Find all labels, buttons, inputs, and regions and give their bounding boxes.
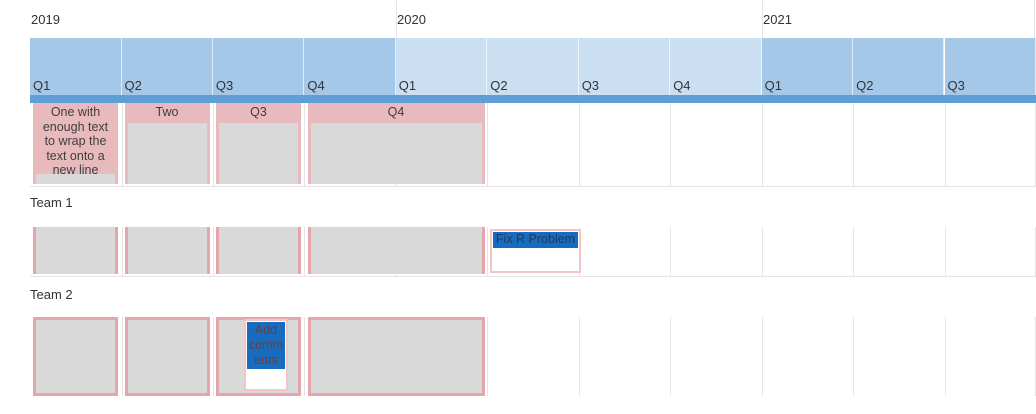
year-tick	[1034, 0, 1035, 38]
quarter-gridline	[304, 317, 306, 396]
quarter-gridline	[212, 317, 214, 396]
quarter-gridline	[578, 317, 580, 396]
quarter-gridline	[487, 103, 489, 186]
quarter-label: Q1	[398, 78, 417, 93]
quarter-cell: Q1	[761, 38, 854, 95]
task-frame-label: Q4	[387, 105, 405, 119]
quarter-gridline	[670, 227, 672, 276]
quarter-gridline	[944, 317, 946, 396]
quarter-label: Q1	[764, 78, 782, 93]
quarter-gridline	[944, 103, 946, 186]
task-frame-q3[interactable]: Q3	[216, 103, 301, 184]
year-tick	[395, 0, 397, 38]
quarter-gridline	[1034, 317, 1036, 396]
quarter-cell: Q4	[670, 38, 762, 95]
quarter-gridline	[944, 227, 946, 276]
quarter-gridline	[304, 227, 306, 276]
year-tick	[761, 0, 763, 38]
task-frame-body	[36, 174, 115, 184]
task-frame-label: One with enough text to wrap the text on…	[42, 105, 109, 177]
row-separator-line	[30, 185, 1036, 187]
task-frame-body	[310, 123, 482, 184]
quarter-cell: Q2	[121, 38, 213, 95]
task-frame-label: Two	[155, 105, 179, 119]
year-label-2021: 2021	[763, 12, 792, 27]
quarter-gridline	[853, 103, 855, 186]
task-frame-q4[interactable]: Q4	[307, 103, 485, 184]
team2-task-block[interactable]	[124, 317, 210, 396]
quarter-label: Q3	[947, 78, 965, 93]
quarter-gridline	[304, 103, 306, 186]
quarter-gridline	[121, 103, 123, 186]
quarter-gridline	[212, 103, 214, 186]
task-bar-label: Add comments	[247, 322, 285, 369]
quarter-gridline	[121, 317, 123, 396]
task-frame-two[interactable]: Two	[124, 103, 210, 184]
team1-task-block[interactable]	[33, 227, 118, 274]
quarter-cell: Q4	[304, 38, 396, 95]
quarter-label: Q3	[215, 78, 234, 93]
row-separator-line	[30, 275, 1036, 277]
quarter-cell: Q2	[487, 38, 579, 95]
quarter-label: Q1	[33, 78, 51, 93]
team1-task-block[interactable]	[124, 227, 210, 274]
quarter-label: Q4	[673, 78, 691, 93]
quarter-cell: Q3	[212, 38, 305, 95]
team2-task-block[interactable]	[33, 317, 118, 396]
quarter-gridline	[121, 227, 123, 276]
quarter-label: Q2	[856, 78, 874, 93]
team1-task-block[interactable]	[216, 227, 301, 274]
axis-strip	[30, 95, 1036, 103]
team2-task-block[interactable]	[307, 317, 485, 396]
quarter-gridline	[487, 227, 489, 276]
row-label-team-2: Team 2	[30, 287, 73, 302]
year-label-2020: 2020	[397, 12, 426, 27]
quarter-label: Q3	[581, 78, 600, 93]
task-bar-label: Fix R Problem	[493, 232, 578, 248]
quarter-gridline	[853, 227, 855, 276]
quarter-gridline	[212, 227, 214, 276]
quarter-cell: Q3	[578, 38, 671, 95]
task-frame-label: Q3	[250, 105, 267, 119]
task-card-add-comments[interactable]: Add comments	[244, 319, 288, 391]
quarter-cell: Q2	[853, 38, 945, 95]
quarter-gridline	[761, 227, 763, 276]
year-label-2019: 2019	[31, 12, 60, 27]
quarter-gridline	[1034, 227, 1036, 276]
task-frame-one[interactable]: One with enough text to wrap the text on…	[33, 103, 118, 184]
quarter-gridline	[761, 317, 763, 396]
quarter-gridline	[670, 317, 672, 396]
quarter-cell: Q1	[30, 38, 122, 95]
quarter-gridline	[1034, 103, 1036, 186]
quarter-label: Q4	[307, 78, 325, 93]
task-frame-body	[219, 123, 298, 184]
team1-task-block[interactable]	[307, 227, 485, 274]
task-frame-body	[127, 123, 207, 184]
task-card-fix-r-problem[interactable]: Fix R Problem	[490, 229, 581, 273]
quarter-gridline	[761, 103, 763, 186]
quarter-gridline	[487, 317, 489, 396]
quarter-label: Q2	[490, 78, 508, 93]
quarter-gridline	[853, 317, 855, 396]
quarter-cell: Q1	[395, 38, 488, 95]
quarter-gridline	[670, 103, 672, 186]
quarter-cell: Q3	[944, 38, 1036, 95]
quarter-axis-band: Q1 Q2 Q3 Q4 Q1 Q2 Q3 Q4 Q1 Q2 Q3	[30, 38, 1036, 95]
row-label-team-1: Team 1	[30, 195, 73, 210]
quarter-label: Q2	[124, 78, 142, 93]
quarter-gridline	[578, 103, 580, 186]
